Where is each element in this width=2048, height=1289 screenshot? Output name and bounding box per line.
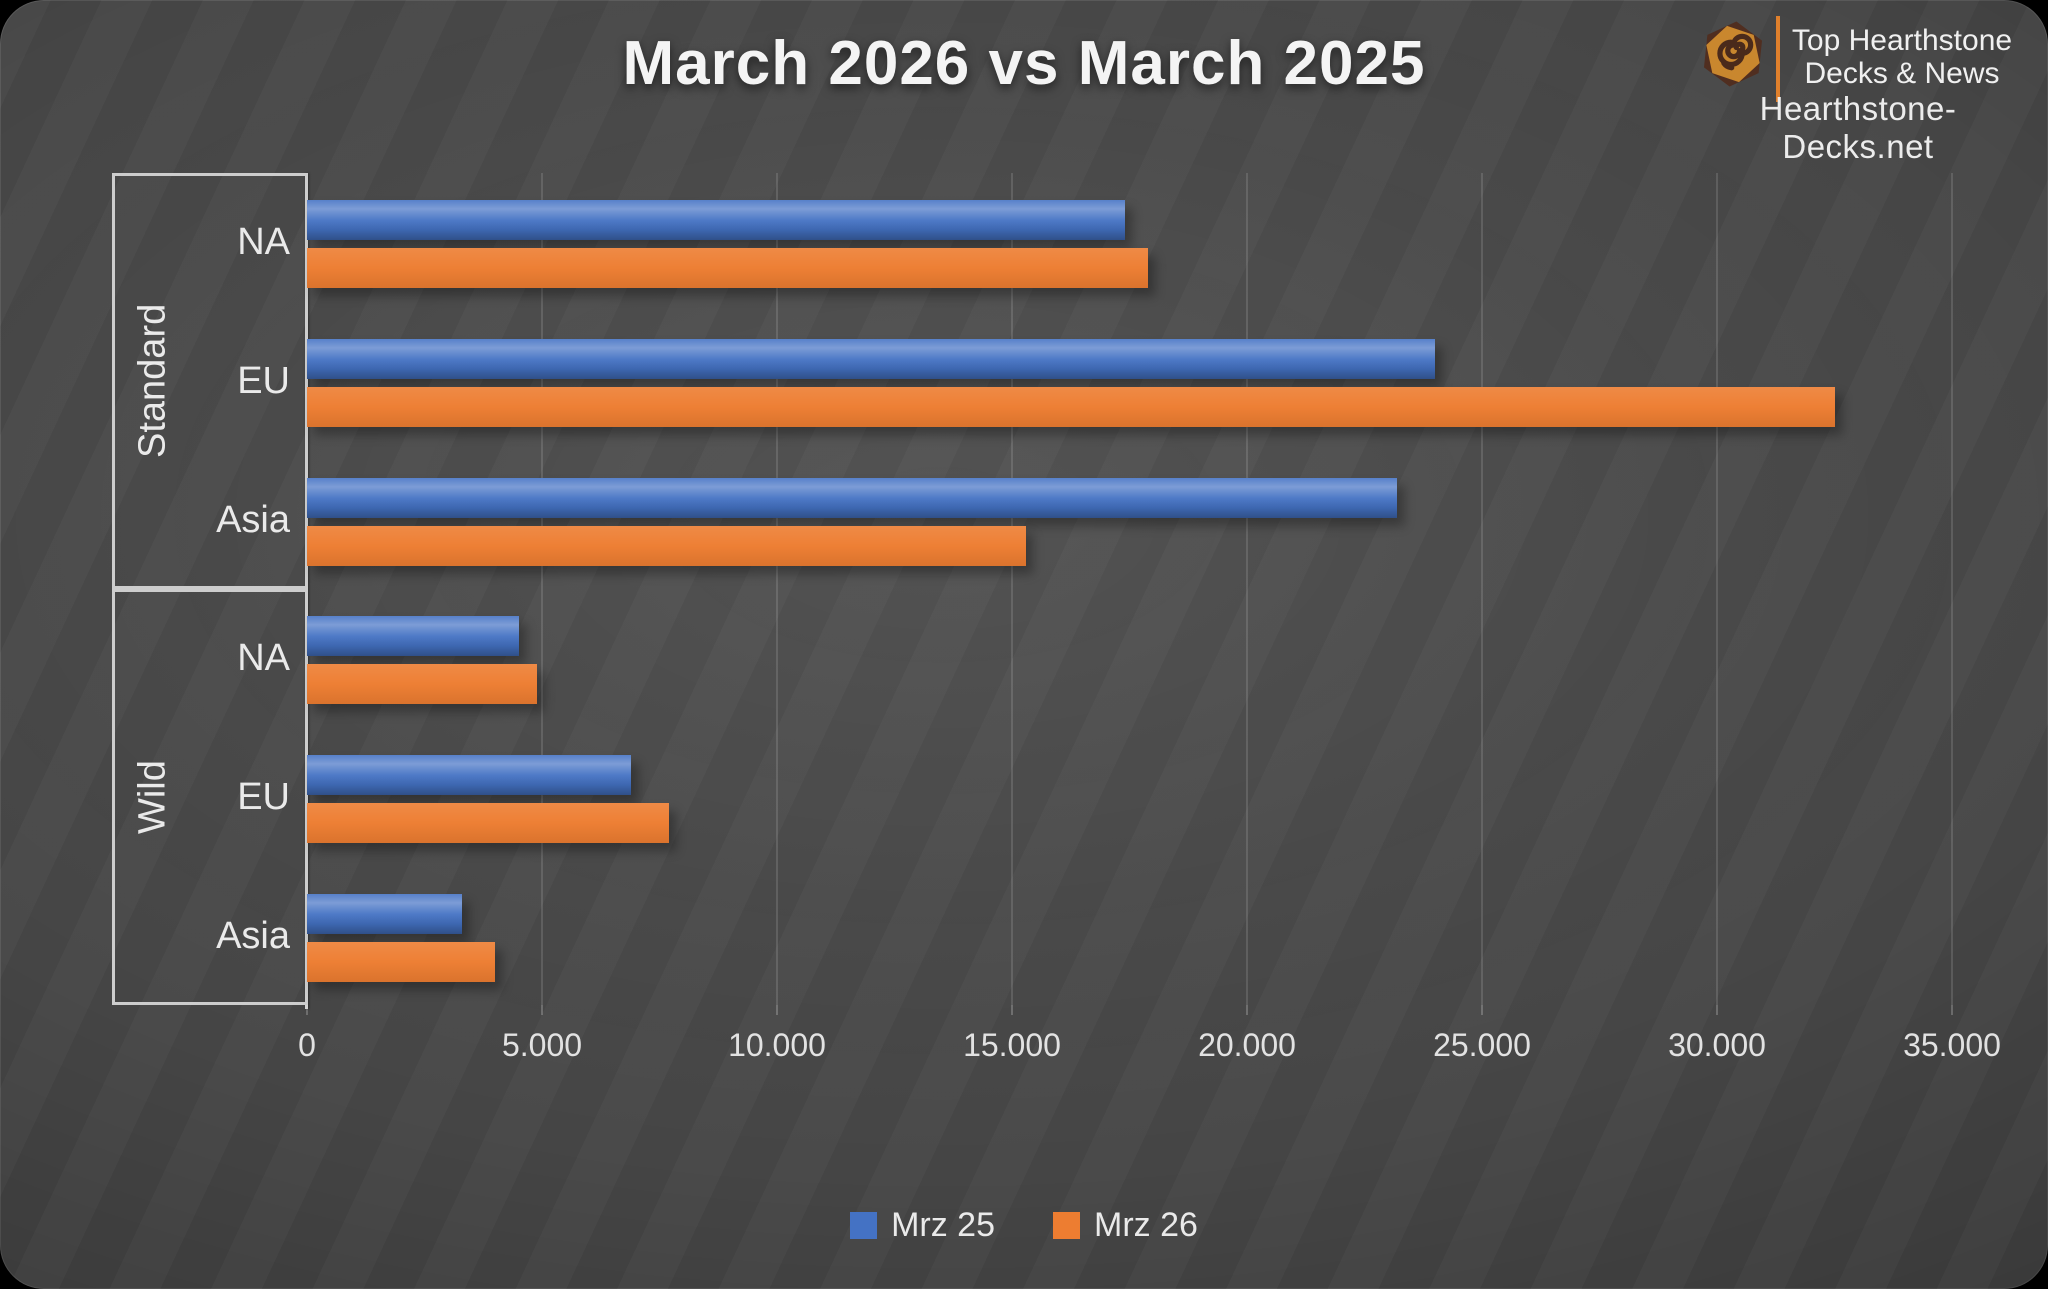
bar-mrz-25-standard-eu bbox=[307, 339, 1435, 379]
category-label-wild-asia: Asia bbox=[216, 914, 290, 957]
x-tick-mark bbox=[776, 1005, 778, 1015]
legend-item-mrz-25: Mrz 25 bbox=[850, 1206, 995, 1245]
bar-mrz-26-wild-asia bbox=[307, 941, 495, 982]
bar-mrz-25-wild-na bbox=[307, 616, 519, 657]
x-tick-mark bbox=[1481, 1005, 1483, 1015]
category-label-standard-asia: Asia bbox=[216, 498, 290, 541]
x-tick-label: 10.000 bbox=[728, 1027, 826, 1063]
legend-swatch-mrz-26 bbox=[1053, 1211, 1080, 1239]
bar-mrz-26-standard-asia bbox=[307, 525, 1027, 566]
category-label-wild-eu: EU bbox=[237, 776, 290, 818]
hearthstone-swirl-hexagon-icon bbox=[1703, 21, 1763, 87]
x-tick-label: 20.000 bbox=[1198, 1027, 1296, 1063]
bar-mrz-26-wild-na bbox=[307, 664, 538, 705]
bar-mrz-25-wild-asia bbox=[307, 893, 463, 934]
x-gridline bbox=[1716, 173, 1718, 1005]
x-tick-mark bbox=[541, 1005, 543, 1015]
x-tick-mark bbox=[1246, 1005, 1248, 1015]
x-gridline bbox=[776, 173, 778, 1005]
bar-mrz-25-standard-na bbox=[307, 200, 1125, 241]
brand-website: Hearthstone-Decks.net bbox=[1759, 90, 1957, 165]
x-gridline bbox=[1951, 173, 1953, 1005]
x-tick-mark bbox=[306, 1005, 308, 1015]
brand-block: Top Hearthstone Decks & News Hearthstone… bbox=[1688, 6, 2028, 165]
x-gridline bbox=[1481, 173, 1483, 1005]
category-label-wild-na: NA bbox=[237, 637, 290, 680]
category-label-standard-eu: EU bbox=[237, 360, 290, 402]
x-tick-mark bbox=[1951, 1005, 1953, 1015]
brand-name-line1: Top Hearthstone bbox=[1791, 24, 2013, 57]
legend-label-mrz-25: Mrz 25 bbox=[891, 1205, 995, 1244]
legend: Mrz 25 Mrz 26 bbox=[0, 1196, 2048, 1254]
x-tick-label: 35.000 bbox=[1903, 1027, 2001, 1063]
x-gridline bbox=[1246, 173, 1248, 1005]
x-tick-label: 25.000 bbox=[1433, 1027, 1531, 1063]
x-tick-mark bbox=[1716, 1005, 1718, 1015]
category-group-box-wild bbox=[112, 589, 308, 1005]
x-gridline bbox=[1011, 173, 1013, 1005]
bar-mrz-25-wild-eu bbox=[307, 755, 632, 795]
brand-separator bbox=[1776, 16, 1780, 102]
chart-title: March 2026 vs March 2025 bbox=[622, 29, 1426, 98]
x-tick-label: 5.000 bbox=[501, 1027, 583, 1063]
x-tick-label: 30.000 bbox=[1668, 1027, 1766, 1063]
legend-label-mrz-26: Mrz 26 bbox=[1094, 1205, 1198, 1244]
legend-swatch-mrz-25 bbox=[850, 1211, 878, 1239]
bar-mrz-26-wild-eu bbox=[307, 803, 669, 843]
category-label-standard-na: NA bbox=[237, 221, 290, 264]
category-group-box-standard bbox=[112, 173, 308, 589]
brand-name: Top Hearthstone Decks & News bbox=[1788, 24, 2016, 90]
x-tick-label: 15.000 bbox=[963, 1027, 1061, 1063]
bar-mrz-26-standard-na bbox=[307, 248, 1149, 289]
bar-mrz-26-standard-eu bbox=[307, 387, 1835, 427]
x-tick-label: 0 bbox=[298, 1027, 316, 1063]
x-tick-mark bbox=[1011, 1005, 1013, 1015]
brand-name-line2: Decks & News bbox=[1804, 57, 2000, 90]
bar-mrz-25-standard-asia bbox=[307, 477, 1398, 518]
legend-item-mrz-26: Mrz 26 bbox=[1053, 1206, 1198, 1245]
x-gridline bbox=[541, 173, 543, 1005]
